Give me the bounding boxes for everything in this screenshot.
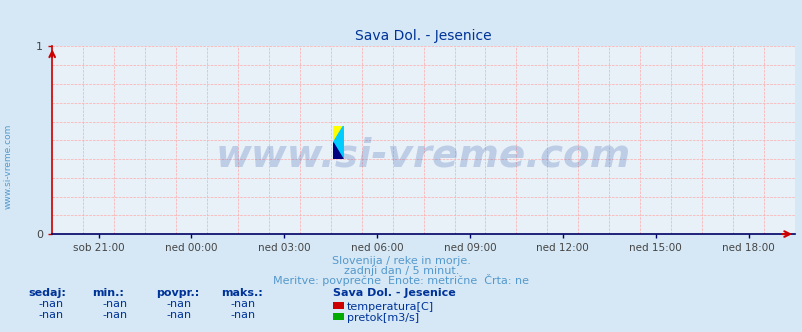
- Title: Sava Dol. - Jesenice: Sava Dol. - Jesenice: [354, 29, 492, 42]
- Text: www.si-vreme.com: www.si-vreme.com: [216, 136, 630, 174]
- Text: -nan: -nan: [166, 310, 192, 320]
- Text: -nan: -nan: [102, 299, 128, 309]
- Polygon shape: [333, 126, 343, 143]
- Text: Sava Dol. - Jesenice: Sava Dol. - Jesenice: [333, 288, 456, 298]
- Text: www.si-vreme.com: www.si-vreme.com: [3, 123, 13, 209]
- Text: temperatura[C]: temperatura[C]: [346, 302, 433, 312]
- Text: -nan: -nan: [102, 310, 128, 320]
- Text: -nan: -nan: [166, 299, 192, 309]
- Text: Meritve: povprečne  Enote: metrične  Črta: ne: Meritve: povprečne Enote: metrične Črta:…: [273, 274, 529, 286]
- Text: povpr.:: povpr.:: [156, 288, 200, 298]
- Polygon shape: [333, 143, 343, 159]
- Polygon shape: [333, 126, 343, 159]
- Text: -nan: -nan: [38, 299, 63, 309]
- Text: Slovenija / reke in morje.: Slovenija / reke in morje.: [332, 256, 470, 266]
- Text: maks.:: maks.:: [221, 288, 262, 298]
- Text: pretok[m3/s]: pretok[m3/s]: [346, 313, 419, 323]
- Text: -nan: -nan: [230, 310, 256, 320]
- Text: min.:: min.:: [92, 288, 124, 298]
- Text: -nan: -nan: [38, 310, 63, 320]
- Text: sedaj:: sedaj:: [28, 288, 66, 298]
- Text: -nan: -nan: [230, 299, 256, 309]
- Text: zadnji dan / 5 minut.: zadnji dan / 5 minut.: [343, 266, 459, 276]
